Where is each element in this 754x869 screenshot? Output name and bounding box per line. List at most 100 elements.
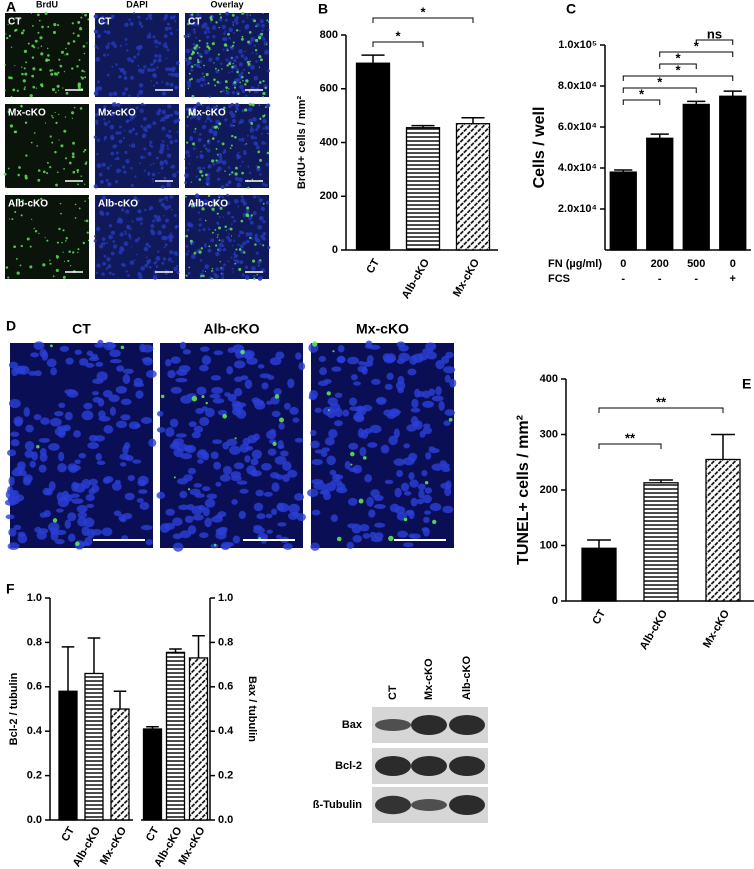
speck: [213, 62, 215, 64]
speck: [44, 122, 47, 124]
speck: [249, 220, 254, 225]
speck: [230, 113, 236, 118]
speck: [137, 271, 142, 277]
nucleus: [199, 416, 210, 426]
speck: [172, 172, 177, 178]
speck: [62, 275, 66, 279]
nucleus: [252, 399, 265, 406]
speck: [76, 171, 79, 174]
nucleus: [77, 516, 87, 527]
nucleus: [388, 435, 399, 446]
speck: [231, 134, 234, 138]
row-label: Alb-cKO: [8, 199, 48, 210]
speck: [209, 119, 213, 123]
speck: [237, 243, 240, 246]
speck: [110, 230, 116, 235]
nucleus: [8, 361, 19, 369]
speck: [213, 543, 217, 547]
nucleus: [250, 468, 258, 477]
speck: [261, 36, 264, 38]
nucleus: [226, 438, 238, 447]
speck: [106, 242, 109, 245]
speck: [79, 26, 82, 29]
speck: [173, 119, 178, 124]
speck: [125, 43, 128, 46]
nucleus: [438, 400, 445, 411]
nucleus: [244, 379, 253, 389]
speck: [176, 264, 179, 268]
y-tick-label: 0.8: [27, 636, 42, 648]
speck: [96, 138, 101, 142]
speck: [16, 89, 19, 92]
speck: [197, 137, 202, 142]
speck: [218, 122, 222, 126]
nucleus: [69, 464, 81, 471]
speck: [249, 14, 251, 16]
speck: [170, 113, 173, 117]
speck: [49, 135, 52, 138]
nucleus: [234, 402, 247, 408]
speck: [123, 71, 127, 76]
nucleus: [441, 466, 451, 473]
nucleus: [95, 361, 104, 367]
speck: [133, 259, 136, 261]
speck: [124, 38, 128, 41]
speck: [432, 519, 437, 525]
speck: [186, 124, 189, 127]
speck: [108, 234, 113, 240]
speck: [241, 35, 244, 38]
speck: [96, 122, 99, 125]
speck: [225, 89, 228, 91]
speck: [51, 114, 53, 117]
nucleus: [140, 417, 153, 424]
speck: [14, 211, 17, 214]
nucleus: [167, 370, 176, 379]
speck: [254, 49, 258, 52]
error-bar: [650, 133, 669, 139]
speck: [241, 273, 245, 277]
speck: [37, 47, 39, 49]
nucleus: [348, 442, 359, 450]
speck: [238, 29, 241, 32]
nucleus: [71, 498, 84, 504]
nucleus: [247, 434, 258, 444]
band: [411, 799, 447, 811]
nucleus: [7, 449, 17, 457]
speck: [111, 102, 117, 107]
speck: [190, 65, 194, 68]
speck: [204, 173, 208, 177]
nucleus: [336, 356, 346, 364]
speck: [190, 48, 193, 51]
speck: [248, 102, 252, 106]
speck: [139, 162, 142, 165]
speck: [207, 183, 209, 185]
nucleus: [353, 381, 361, 386]
speck: [207, 140, 210, 143]
speck: [185, 274, 188, 277]
y-axis-label: TUNEL+ cells / mm²: [515, 415, 532, 565]
speck: [187, 154, 191, 158]
speck: [82, 150, 85, 153]
speck: [174, 20, 177, 23]
nucleus: [270, 508, 278, 516]
speck: [159, 161, 164, 166]
speck: [164, 218, 170, 223]
nucleus: [24, 441, 35, 451]
speck: [115, 156, 120, 161]
speck: [125, 209, 130, 214]
speck: [214, 244, 218, 247]
speck: [251, 86, 254, 89]
speck: [198, 223, 202, 227]
speck: [77, 183, 79, 186]
nucleus: [16, 461, 26, 470]
speck: [160, 143, 165, 149]
nucleus: [165, 508, 176, 516]
speck: [219, 16, 223, 19]
speck: [129, 119, 132, 122]
nucleus: [233, 388, 243, 397]
speck: [5, 266, 9, 269]
speck: [147, 171, 151, 175]
nucleus: [91, 484, 100, 493]
speck: [146, 261, 150, 265]
speck: [259, 259, 262, 262]
